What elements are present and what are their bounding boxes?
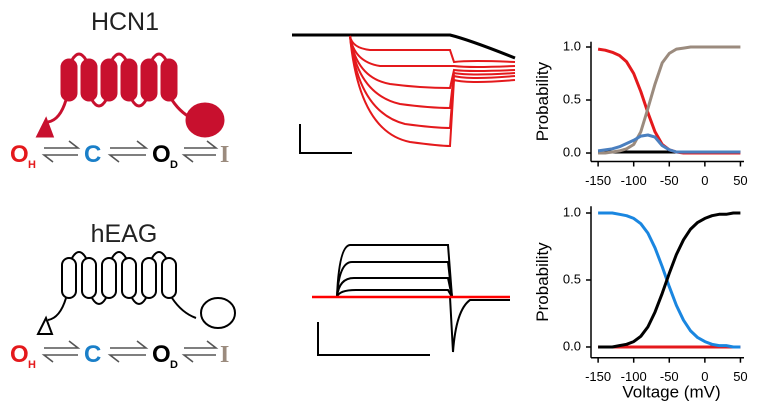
helix [82,258,96,298]
state-label: C [84,141,101,168]
y-tick-label: 0.5 [563,271,581,286]
probability-curve [598,213,740,347]
helix [142,60,156,100]
channel-schematic [38,54,223,136]
x-tick-label: -150 [585,369,611,384]
harpoon [110,141,146,148]
x-tick-label: 0 [701,173,708,188]
harpoon [44,141,78,148]
helix [102,258,116,298]
harpoon [44,155,78,162]
harpoon [110,341,146,348]
c-terminus [201,298,235,328]
loop [112,252,126,258]
y-tick-label: 1.0 [563,204,581,219]
helix [162,258,176,298]
y-axis-label: Probability [533,61,552,141]
loop [92,100,106,106]
loop [152,252,166,258]
y-axis-label: Probability [533,242,552,322]
loop [132,298,146,304]
linker [172,298,196,318]
harpoon [44,355,78,362]
harpoon [184,141,216,148]
state-label: I [220,342,229,368]
harpoon [44,341,78,348]
probability-curve [598,49,740,153]
y-tick-label: 0.0 [563,144,581,159]
x-tick-label: 50 [733,369,747,384]
harpoon [184,355,216,362]
helix [122,258,136,298]
y-tick-label: 0.5 [563,91,581,106]
x-tick-label: -150 [585,173,611,188]
helix [142,258,156,298]
y-tick-label: 0.0 [563,338,581,353]
state-label: O [10,141,29,168]
helix [62,60,76,100]
loop [152,54,166,60]
linker [48,100,66,122]
probability-curve [598,213,740,347]
x-tick-label: -50 [660,173,679,188]
helix [62,258,76,298]
channel-schematic [38,252,235,334]
helix [162,60,176,100]
trace [292,35,515,58]
x-axis-label: Voltage (mV) [622,383,720,402]
state-scheme: O H C O D I [10,141,229,171]
charts: 0.0 0.5 1.0 -150 -100 -50 0 50 Probability 0.0 0.5… [533,38,748,401]
loop [92,298,106,304]
state-subscript: H [28,359,36,371]
trace [337,278,452,297]
figure: HCN1 O H C O D I hEAG O H C O D I 0.00. [0,0,774,410]
channel-name: hEAG [91,220,158,248]
state-label: O [152,341,171,368]
trace [450,297,510,352]
state-scheme: O H C O D I [10,341,229,371]
trace [350,36,515,67]
helix [82,60,96,100]
harpoon [110,355,146,362]
state-subscript: D [170,359,178,371]
c-terminus [187,104,223,136]
x-tick-label: 50 [733,173,747,188]
state-subscript: D [170,159,178,171]
loop [72,252,86,258]
current-traces [292,35,515,355]
loop [112,54,126,60]
scale-bar [300,124,352,153]
harpoon [184,155,216,162]
state-label: O [10,341,29,368]
loop [132,100,146,106]
y-tick-label: 1.0 [563,38,581,53]
linker [48,298,66,320]
state-label: O [152,141,171,168]
harpoon [184,341,216,348]
trace [337,262,452,297]
state-label: I [220,142,229,168]
channel-name: HCN1 [91,8,159,36]
equilibrium-arrows [44,141,216,362]
harpoon [110,155,146,162]
state-label: C [84,341,101,368]
helix [122,60,136,100]
state-subscript: H [28,159,36,171]
x-tick-label: -100 [621,173,647,188]
probability-curve [598,47,740,153]
loop [72,54,86,60]
helix [102,60,116,100]
scale-bar [318,322,430,355]
